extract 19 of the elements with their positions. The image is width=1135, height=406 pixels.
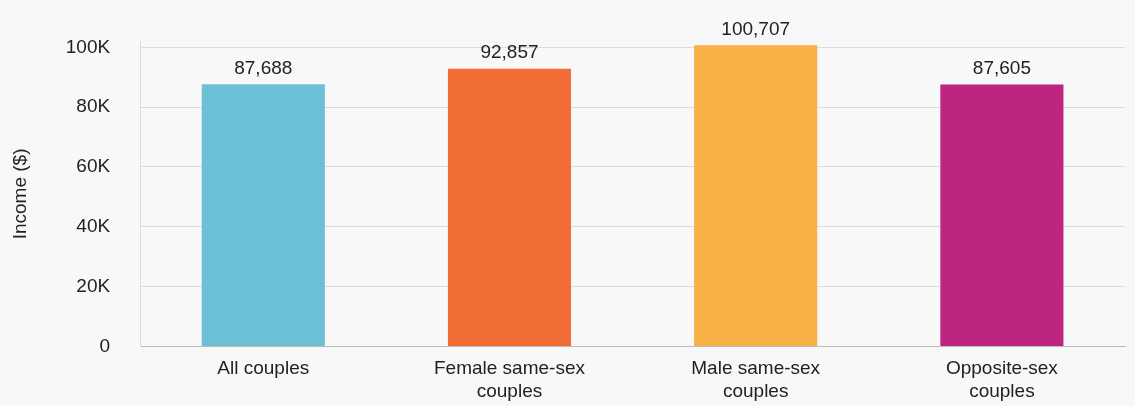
data-label: 87,688 <box>234 56 293 78</box>
y-tick-label: 20K <box>76 274 111 296</box>
y-tick-label: 60K <box>76 155 111 177</box>
bar <box>447 68 572 346</box>
y-tick-label: 100K <box>65 35 111 57</box>
y-tick-label: 0 <box>99 334 111 356</box>
y-tick-label: 80K <box>76 95 111 117</box>
y-axis-title: Income ($) <box>8 148 30 240</box>
bar <box>201 84 325 346</box>
bar <box>940 84 1064 346</box>
x-tick-label: All couples <box>217 357 310 379</box>
x-tick-label: Opposite-sex couples <box>945 357 1059 401</box>
data-label: 87,605 <box>972 57 1031 79</box>
data-label: 100,707 <box>721 18 791 39</box>
x-tick-label: Female same-sex couples <box>433 357 586 401</box>
y-tick-label: 40K <box>76 215 111 237</box>
bar <box>694 45 818 346</box>
x-tick-label: Male same-sex couples <box>691 357 821 401</box>
data-label: 92,857 <box>480 41 539 63</box>
